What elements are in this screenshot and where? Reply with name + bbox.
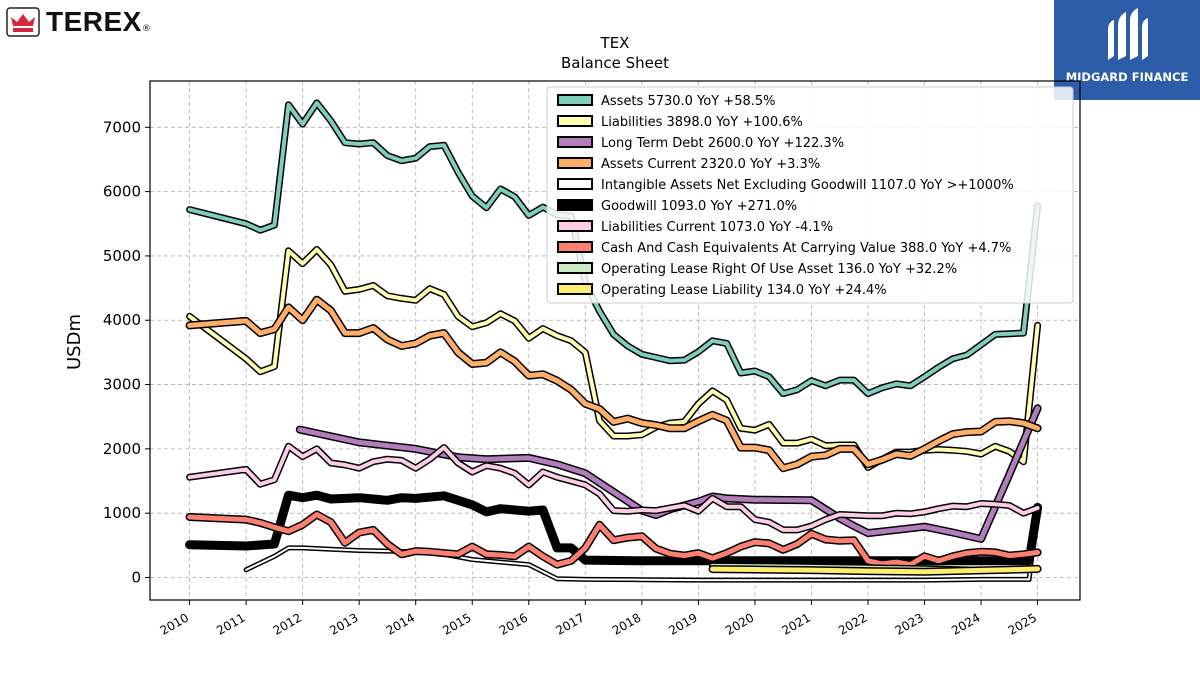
legend-swatch — [557, 220, 593, 232]
legend-box — [546, 86, 1074, 304]
terex-crown-icon — [6, 7, 40, 37]
y-tick-label: 4000 — [103, 311, 141, 329]
legend-label: Intangible Assets Net Excluding Goodwill… — [601, 178, 1014, 193]
legend-swatch — [557, 115, 593, 127]
legend-swatch — [557, 157, 593, 169]
series-line-0 — [186, 99, 1042, 398]
legend-swatch — [557, 136, 593, 148]
x-tick-label: 2018 — [610, 610, 643, 637]
x-tick-label: 2013 — [327, 610, 360, 637]
legend: Assets 5730.0 YoY +58.5% Liabilities 3898… — [546, 86, 1074, 304]
terex-wordmark: TEREX — [46, 6, 142, 37]
series-stroke — [187, 512, 1041, 568]
y-tick-label: 2000 — [103, 440, 141, 458]
legend-label: Liabilities Current 1073.0 YoY -4.1% — [601, 220, 833, 235]
legend-swatch — [557, 178, 593, 190]
series-stroke — [187, 100, 1040, 396]
x-tick-label: 2020 — [723, 610, 756, 637]
y-axis-label: USDm — [64, 314, 85, 370]
x-tick-label: 2025 — [1006, 610, 1039, 637]
legend-swatch — [557, 94, 593, 106]
series-line-3 — [185, 295, 1042, 473]
midgard-wordmark: MIDGARD FINANCE — [1065, 70, 1189, 84]
legend-swatch — [557, 283, 593, 295]
series-stroke — [187, 297, 1041, 471]
y-tick-label: 6000 — [103, 183, 141, 201]
series-line-9 — [708, 564, 1042, 576]
legend-label: Assets 5730.0 YoY +58.5% — [601, 94, 776, 109]
series-line-6 — [186, 442, 1042, 534]
x-tick-label: 2019 — [666, 610, 699, 637]
x-tick-label: 2014 — [384, 610, 417, 637]
x-tick-label: 2022 — [836, 610, 869, 637]
plot-frame — [149, 80, 1081, 601]
legend-swatch — [557, 262, 593, 274]
x-tick-label: 2016 — [497, 610, 530, 637]
midgard-finance-logo: MIDGARD FINANCE — [1054, 0, 1200, 100]
legend-label: Operating Lease Right Of Use Asset 136.0… — [601, 262, 957, 277]
chart-title: TEX — [600, 34, 630, 52]
legend-label: Operating Lease Liability 134.0 YoY +24.… — [601, 283, 887, 298]
y-tick-label: 1000 — [103, 504, 141, 522]
y-tick-label: 0 — [131, 568, 141, 586]
legend-label: Assets Current 2320.0 YoY +3.3% — [601, 157, 820, 172]
series-line-7 — [185, 510, 1042, 569]
chart-subtitle: Balance Sheet — [561, 54, 669, 72]
x-tick-label: 2021 — [780, 610, 813, 637]
legend-swatch — [557, 199, 593, 211]
midgard-emblem-icon — [1108, 8, 1148, 60]
x-tick-label: 2010 — [158, 610, 191, 637]
legend-label: Liabilities 3898.0 YoY +100.6% — [601, 115, 803, 130]
series-lines — [185, 99, 1043, 583]
legend-label: Goodwill 1093.0 YoY +271.0% — [601, 199, 797, 214]
x-tick-label: 2011 — [214, 610, 247, 637]
terex-logo: TEREX ® — [6, 6, 151, 38]
x-tick-label: 2017 — [553, 610, 586, 637]
series-line-5 — [185, 490, 1043, 566]
legend-swatch — [557, 241, 593, 253]
registered-mark: ® — [141, 24, 151, 34]
y-tick-label: 5000 — [103, 247, 141, 265]
legend-label: Cash And Cash Equivalents At Carrying Va… — [601, 241, 1011, 256]
series-stroke — [185, 490, 1043, 566]
series-stroke — [187, 444, 1040, 532]
y-tick-label: 3000 — [103, 376, 141, 394]
x-tick-label: 2015 — [440, 610, 473, 637]
x-tick-label: 2012 — [271, 610, 304, 637]
series-line-4 — [243, 503, 1041, 583]
legend-label: Long Term Debt 2600.0 YoY +122.3% — [601, 136, 844, 151]
x-tick-label: 2024 — [949, 610, 982, 637]
y-tick-label: 7000 — [103, 118, 141, 136]
series-stroke — [245, 505, 1039, 582]
series-stroke — [710, 566, 1041, 575]
x-tick-label: 2023 — [893, 610, 926, 637]
